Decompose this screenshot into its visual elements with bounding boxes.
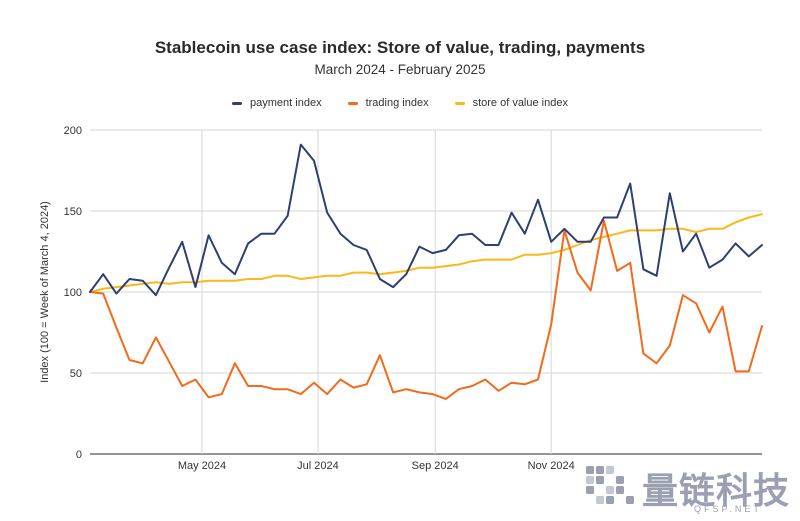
x-tick-label: Sep 2024 [412, 460, 459, 472]
grid-lines [90, 129, 762, 455]
x-tick-label: May 2024 [178, 460, 226, 472]
series-line-payment-index [89, 143, 763, 297]
chart-title: Stablecoin use case index: Store of valu… [154, 38, 646, 57]
series-line-trading-index [89, 219, 763, 400]
x-tick-label: Jul 2024 [297, 460, 339, 472]
watermark-subtext: QFSP.NET [694, 504, 762, 514]
legend-label-payment: payment index [250, 97, 322, 109]
y-tick-label: 100 [64, 287, 82, 299]
y-tick-label: 150 [64, 206, 82, 218]
legend-label-store-of-value: store of value index [472, 97, 568, 109]
watermark-text: 量链科技 [642, 471, 791, 512]
series-line-store-of-value-index [89, 213, 763, 293]
y-axis-label: Index (100 = Week of March 4, 2024) [39, 201, 51, 383]
chart-legend: payment index trading index store of val… [0, 97, 800, 109]
legend-item-trading[interactable]: trading index [347, 97, 429, 109]
legend-item-payment[interactable]: payment index [232, 97, 322, 109]
legend-label-trading: trading index [365, 97, 429, 109]
chart-subtitle: March 2024 - February 2025 [314, 62, 486, 77]
watermark: 量链科技 QFSP.NET [580, 460, 800, 520]
legend-item-store-of-value[interactable]: store of value index [454, 97, 568, 109]
legend-swatch-store-of-value [454, 101, 465, 105]
y-tick-label: 50 [70, 368, 82, 380]
y-tick-label: 200 [64, 125, 82, 137]
legend-swatch-payment [232, 101, 243, 105]
watermark-logo-icon [586, 466, 634, 504]
x-tick-label: Nov 2024 [528, 460, 575, 472]
series-lines [89, 143, 763, 400]
legend-swatch-trading [347, 101, 358, 105]
y-axis: 0 50 100 150 200 [64, 125, 82, 461]
x-axis: May 2024 Jul 2024 Sep 2024 Nov 2024 [178, 460, 575, 472]
y-tick-label: 0 [76, 449, 82, 461]
